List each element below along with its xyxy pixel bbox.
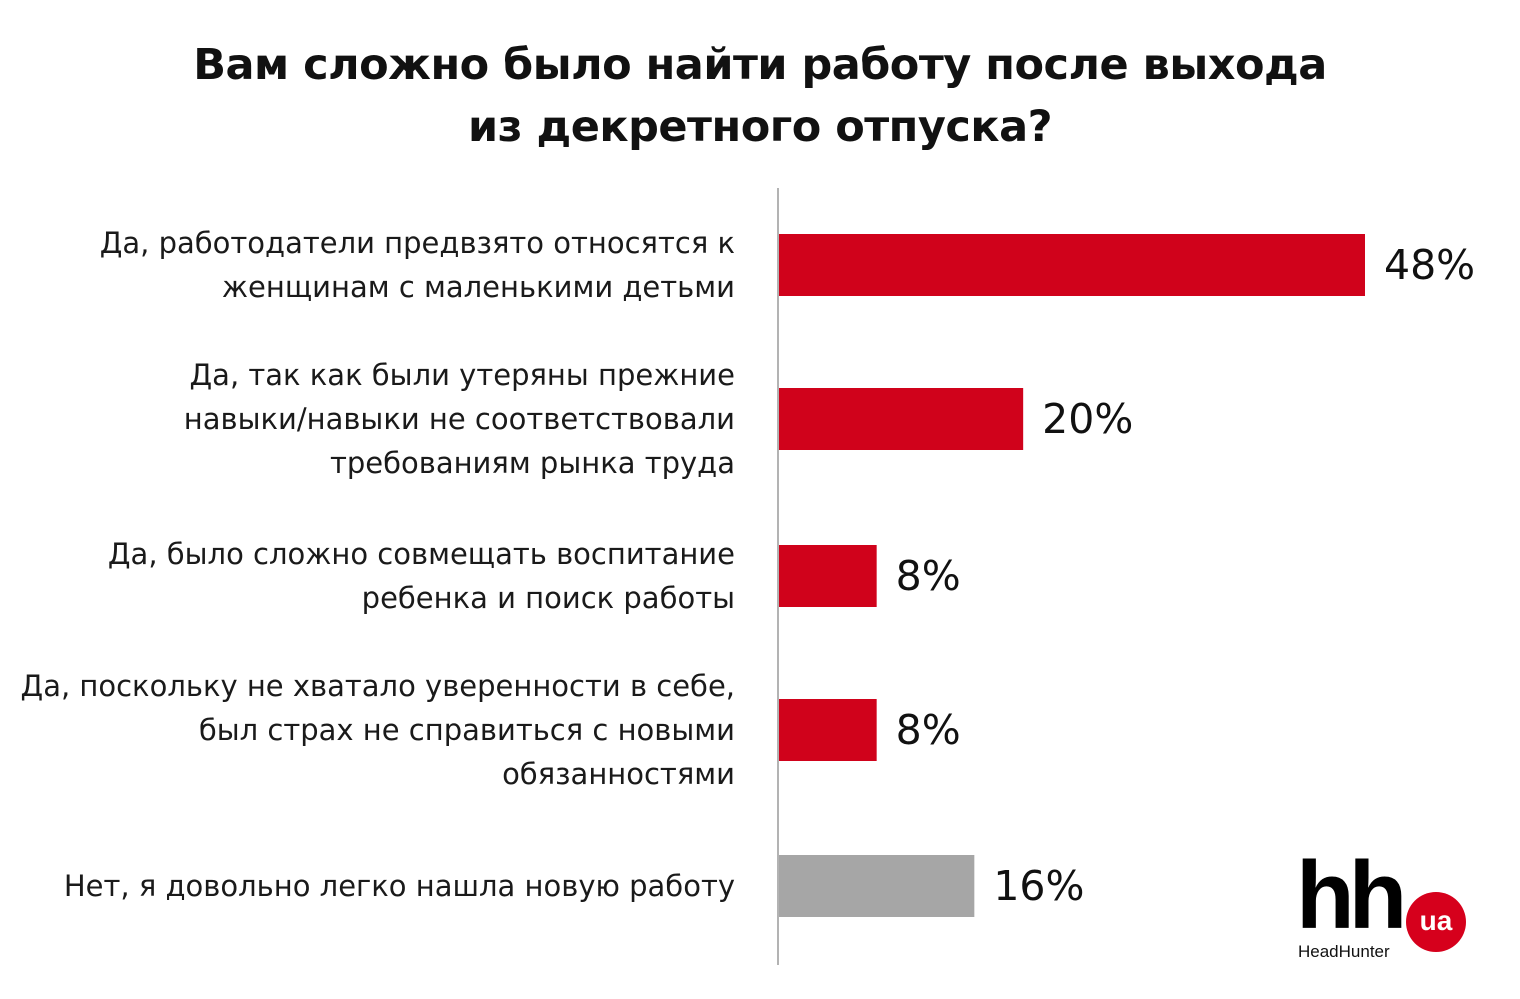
category-label-5: Нет, я довольно легко нашла новую работу <box>64 869 735 903</box>
bar-4 <box>779 699 877 761</box>
category-label-4-line-2: был страх не справиться с новыми <box>199 713 735 747</box>
category-label-1-line-1: Да, работодатели предвзято относятся к <box>100 226 735 260</box>
value-label-5: 16% <box>993 862 1084 910</box>
bar-3 <box>779 545 877 607</box>
category-label-1: Да, работодатели предвзято относятся к же… <box>100 226 735 304</box>
category-label-3: Да, было сложно совмещать воспитание ребе… <box>108 537 735 615</box>
category-label-5-line-1: Нет, я довольно легко нашла новую работу <box>64 869 735 903</box>
category-label-4-line-1: Да, поскольку не хватало уверенности в с… <box>21 669 735 703</box>
category-label-2-line-1: Да, так как были утеряны прежние <box>190 358 735 392</box>
value-label-4: 8% <box>896 706 961 754</box>
category-label-4-line-3: обязанностями <box>502 757 735 791</box>
bar-5 <box>779 855 975 917</box>
logo-badge: ua <box>1406 892 1466 952</box>
headhunter-logo: hh ua HeadHunter <box>1296 848 1486 968</box>
category-label-4: Да, поскольку не хватало уверенности в с… <box>21 669 735 791</box>
chart-title-line-1: Вам сложно было найти работу после выход… <box>193 40 1327 90</box>
chart-title: Вам сложно было найти работу после выход… <box>0 34 1520 158</box>
bar-2 <box>779 388 1024 450</box>
category-label-3-line-1: Да, было сложно совмещать воспитание <box>108 537 735 571</box>
logo-mark: hh <box>1296 842 1407 949</box>
category-label-2-line-2: навыки/навыки не соответствовали <box>184 402 735 436</box>
category-label-3-line-2: ребенка и поиск работы <box>362 581 735 615</box>
category-label-2-line-3: требованиям рынка труда <box>330 446 735 480</box>
chart-title-line-2: из декретного отпуска? <box>467 102 1053 152</box>
category-label-2: Да, так как были утеряны прежние навыки/н… <box>184 358 735 480</box>
value-label-3: 8% <box>896 552 961 600</box>
value-label-1: 48% <box>1384 241 1475 289</box>
category-label-1-line-2: женщинам с маленькими детьми <box>222 270 735 304</box>
logo-subtitle: HeadHunter <box>1298 942 1390 961</box>
value-label-2: 20% <box>1042 395 1133 443</box>
bar-1 <box>779 234 1365 296</box>
